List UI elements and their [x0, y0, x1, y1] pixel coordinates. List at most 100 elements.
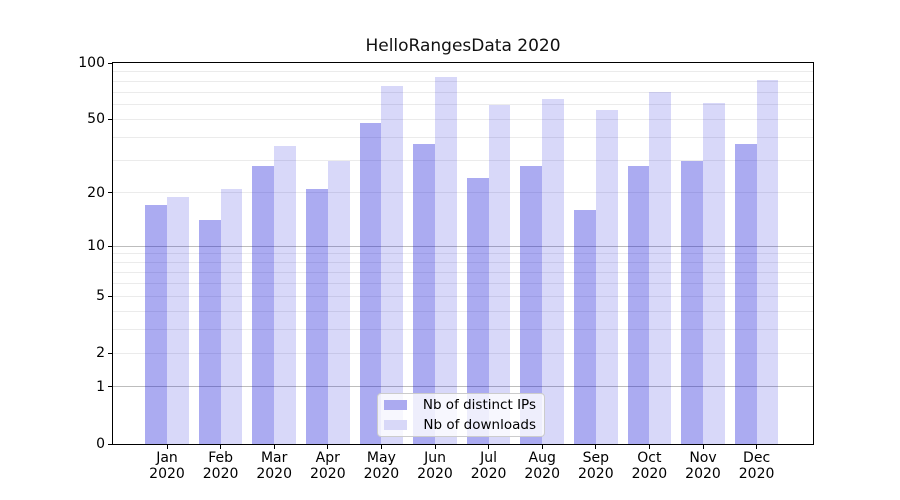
x-tick-label: Oct 2020	[620, 450, 678, 482]
bar-downloads	[649, 92, 672, 444]
bar-distinct-ips	[413, 143, 435, 444]
bar-distinct-ips	[306, 188, 328, 444]
legend-entry-distinct-ips: Nb of distinct IPs	[384, 397, 536, 414]
x-tick-label: Mar 2020	[245, 450, 303, 482]
x-tick-label: May 2020	[352, 450, 410, 482]
bar-distinct-ips	[520, 166, 543, 444]
x-tick	[595, 445, 597, 449]
legend: Nb of distinct IPs Nb of downloads	[377, 393, 545, 437]
x-label-year: 2020	[202, 466, 239, 482]
y-tick	[108, 245, 112, 247]
x-label-year: 2020	[149, 466, 185, 482]
x-label-month: Nov	[689, 450, 717, 466]
x-tick	[380, 445, 382, 449]
minor-gridline	[113, 160, 813, 161]
bar-distinct-ips	[574, 210, 596, 444]
y-tick-label: 100	[78, 55, 105, 71]
minor-gridline	[113, 118, 813, 120]
y-tick	[108, 62, 112, 64]
y-tick	[108, 352, 112, 354]
x-label-month: Apr	[315, 450, 340, 466]
x-tick	[541, 445, 543, 449]
x-label-year: 2020	[577, 466, 614, 482]
bar-downloads	[327, 160, 350, 444]
x-tick-label: Apr 2020	[299, 450, 357, 482]
y-tick-label: 2	[96, 345, 105, 362]
x-label-month: Oct	[637, 450, 662, 466]
x-tick	[648, 445, 650, 449]
x-tick-label: Jun 2020	[406, 450, 464, 482]
bar-distinct-ips	[681, 160, 703, 444]
x-label-month: Aug	[528, 450, 556, 466]
x-tick	[434, 445, 436, 449]
x-label-month: Mar	[260, 450, 288, 466]
x-tick-label: Nov 2020	[674, 450, 732, 482]
x-tick-label: Jul 2020	[460, 450, 518, 482]
y-tick	[108, 118, 112, 120]
bar-distinct-ips	[734, 143, 757, 444]
major-gridline	[113, 386, 813, 388]
bar-downloads	[542, 99, 564, 444]
y-tick	[108, 192, 112, 194]
y-tick	[108, 443, 112, 445]
y-tick-label: 20	[87, 184, 105, 201]
bar-distinct-ips	[145, 205, 167, 444]
legend-swatch-downloads	[384, 419, 407, 430]
bar-downloads	[167, 196, 189, 444]
bar-downloads	[381, 86, 404, 444]
bar-distinct-ips	[466, 178, 489, 444]
bar-downloads	[756, 80, 779, 444]
x-tick-label: Jan 2020	[138, 450, 196, 482]
legend-label-distinct-ips: Nb of distinct IPs	[422, 397, 536, 414]
x-label-year: 2020	[309, 466, 346, 482]
bar-downloads	[274, 145, 296, 444]
x-tick	[488, 445, 490, 449]
legend-entry-downloads: Nb of downloads	[384, 417, 536, 434]
minor-gridline	[113, 104, 813, 106]
major-gridline	[113, 245, 813, 247]
minor-gridline	[113, 192, 813, 194]
x-label-month: Sep	[582, 450, 609, 466]
minor-gridline	[113, 310, 813, 312]
x-label-month: Feb	[208, 450, 233, 466]
bar-distinct-ips	[198, 220, 221, 444]
minor-gridline	[113, 253, 813, 255]
y-tick-label: 1	[96, 378, 105, 395]
x-tick-label: Sep 2020	[567, 450, 625, 482]
minor-gridline	[113, 262, 813, 264]
x-tick	[220, 445, 222, 449]
minor-gridline	[113, 80, 813, 82]
x-label-year: 2020	[470, 466, 507, 482]
chart-title: HelloRangesData 2020	[365, 36, 561, 56]
y-tick-label: 10	[87, 238, 105, 255]
minor-gridline	[113, 71, 813, 73]
minor-gridline	[113, 282, 813, 284]
bar-downloads	[595, 110, 618, 444]
x-tick	[756, 445, 758, 449]
y-tick-label: 0	[96, 436, 105, 452]
x-label-year: 2020	[738, 466, 775, 482]
bar-distinct-ips	[359, 122, 382, 444]
minor-gridline	[113, 295, 813, 297]
x-label-year: 2020	[524, 466, 560, 482]
x-label-month: Jun	[424, 450, 446, 466]
x-label-year: 2020	[685, 466, 721, 482]
y-tick	[108, 386, 112, 388]
legend-label-downloads: Nb of downloads	[423, 416, 536, 433]
legend-swatch-distinct-ips	[384, 400, 407, 411]
x-label-year: 2020	[417, 466, 453, 482]
minor-gridline	[113, 136, 813, 138]
x-label-month: May	[366, 450, 396, 466]
x-tick	[327, 445, 329, 449]
y-tick	[108, 295, 112, 297]
bar-downloads	[703, 103, 725, 444]
x-tick-label: Aug 2020	[513, 450, 571, 482]
x-tick	[273, 445, 275, 449]
x-label-year: 2020	[631, 466, 668, 482]
x-label-month: Jan	[156, 450, 178, 466]
x-tick-label: Dec 2020	[728, 450, 786, 482]
minor-gridline	[113, 271, 813, 273]
bar-downloads	[220, 188, 243, 444]
bar-downloads	[488, 104, 511, 444]
